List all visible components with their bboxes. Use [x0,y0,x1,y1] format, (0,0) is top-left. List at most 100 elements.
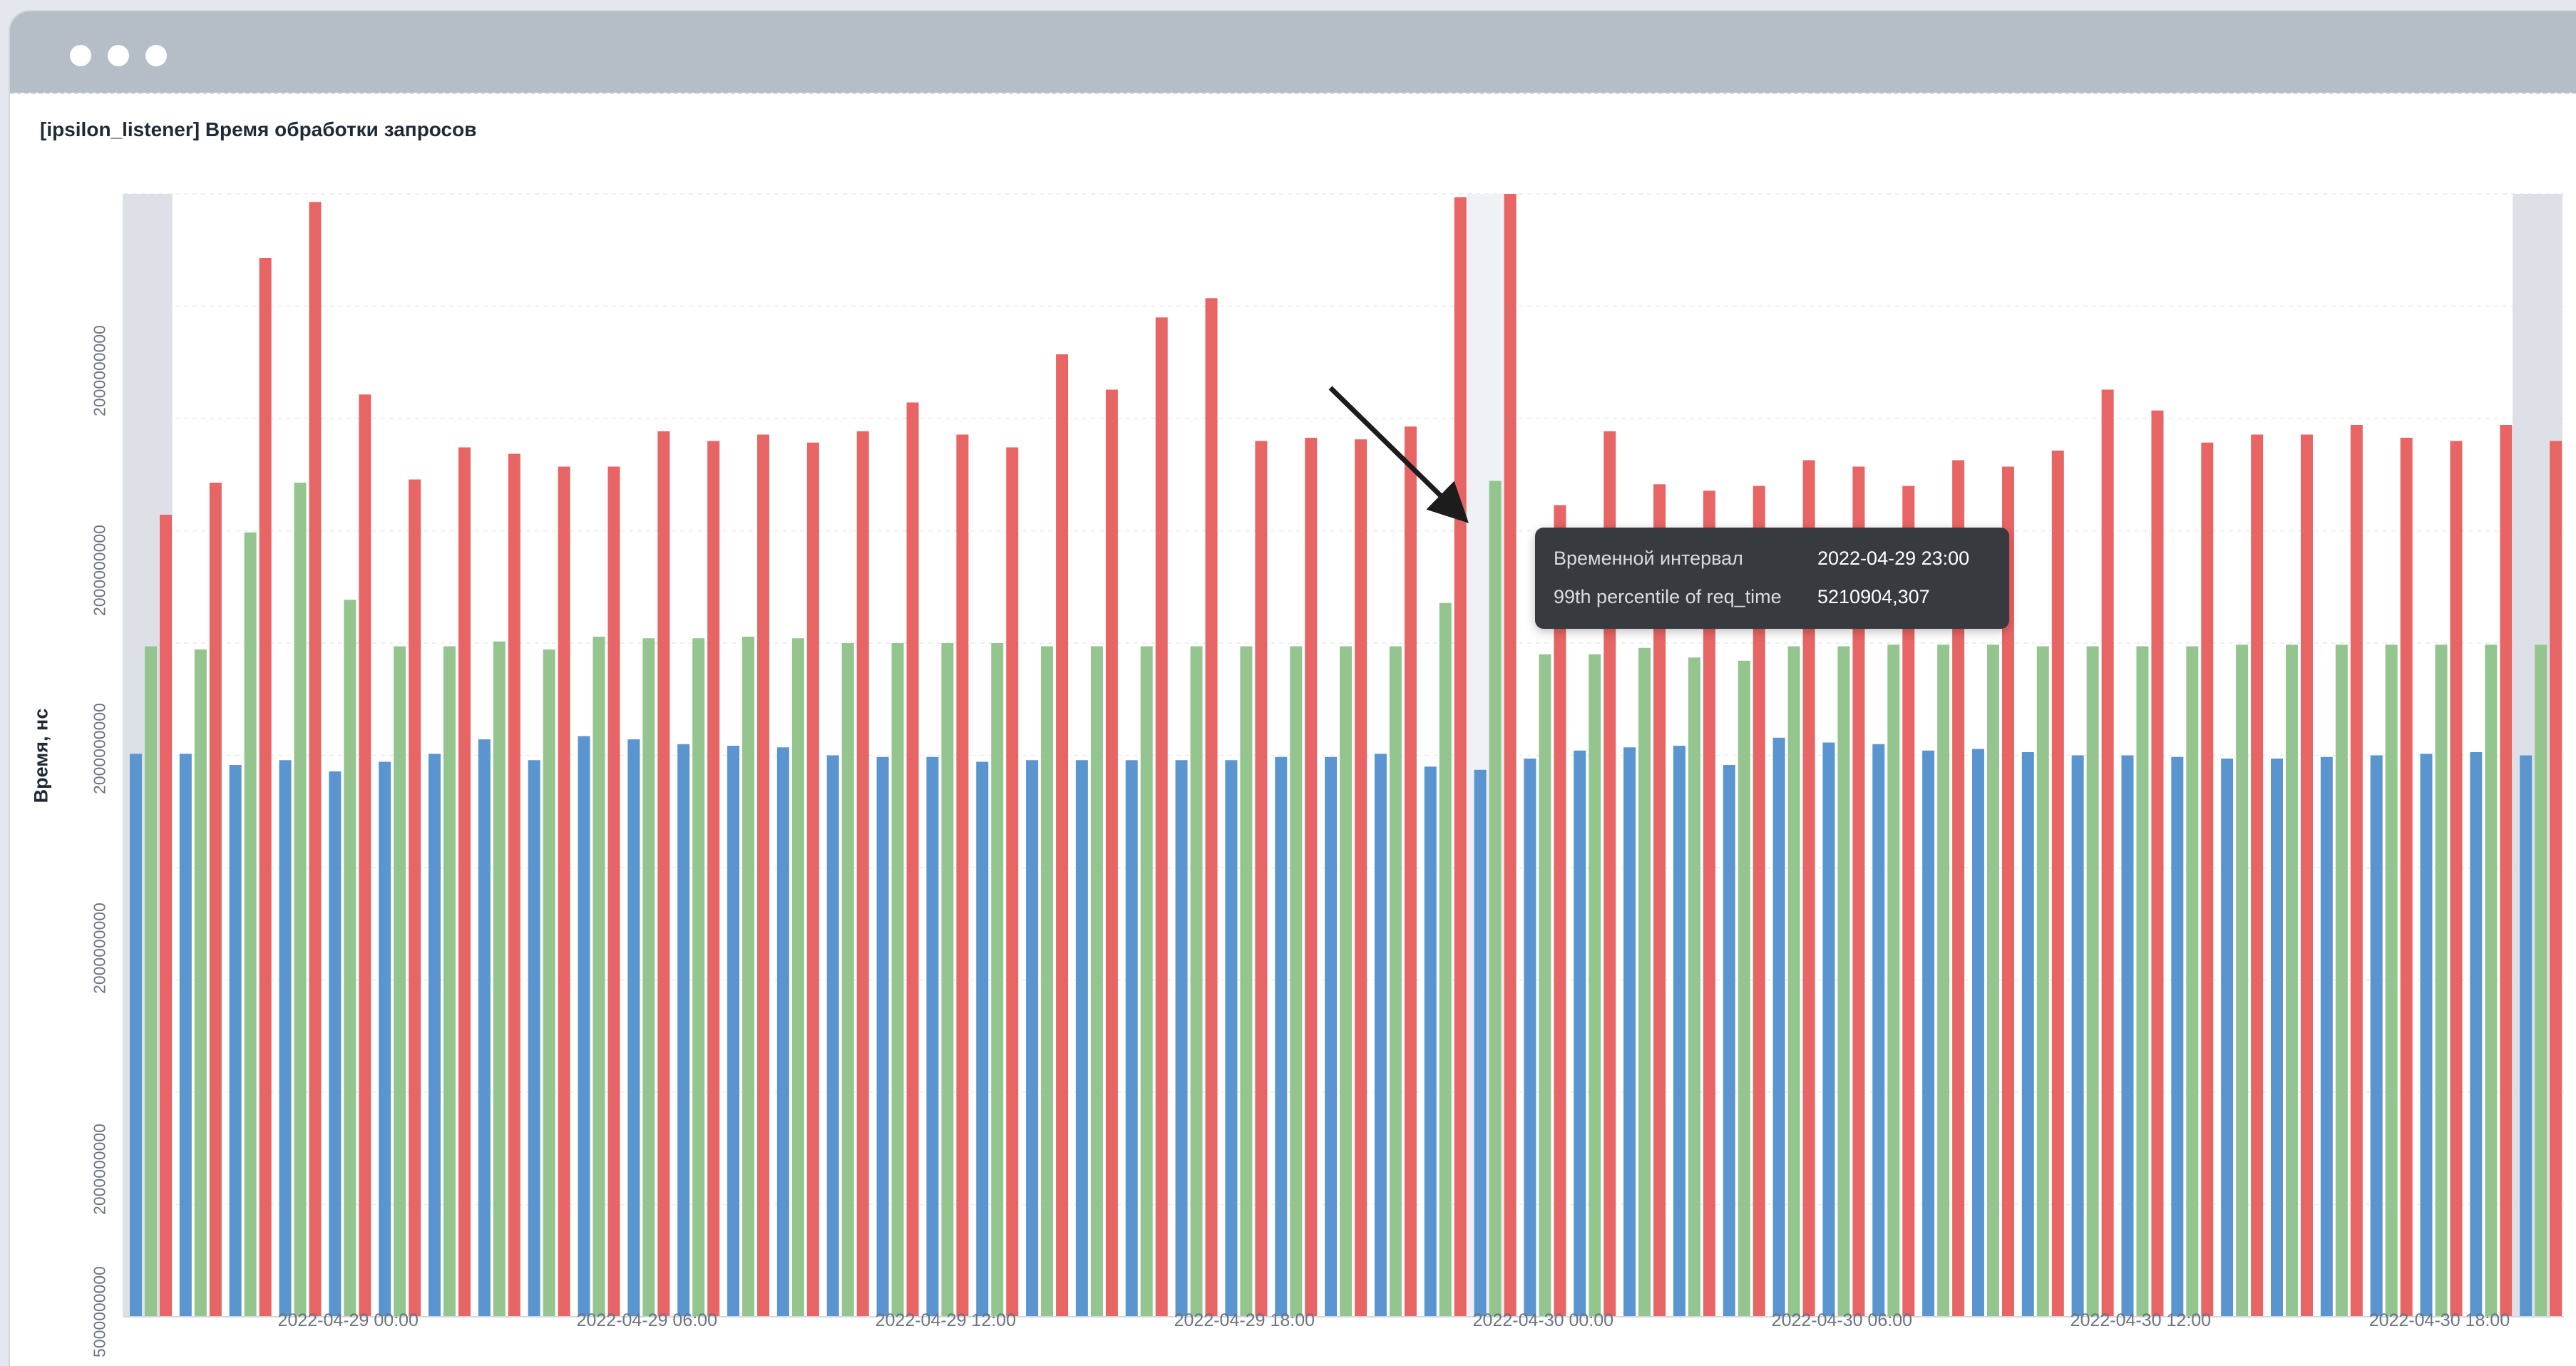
bar-series-1-17[interactable] [976,761,989,1318]
bar-series-3-45[interactable] [2400,438,2413,1317]
bar-series-3-6[interactable] [458,447,471,1318]
bar-series-1-33[interactable] [1772,737,1785,1317]
window-minimize-button[interactable] [108,45,129,66]
bar-series-2-26[interactable] [1439,602,1452,1317]
bar-series-1-39[interactable] [2071,755,2084,1318]
bar-series-2-3[interactable] [294,483,307,1317]
bar-series-1-22[interactable] [1225,760,1238,1317]
bar-series-2-19[interactable] [1090,646,1103,1318]
bar-series-1-34[interactable] [1822,742,1835,1318]
bar-series-3-42[interactable] [2251,434,2264,1318]
bar-series-3-20[interactable] [1155,317,1168,1317]
bar-series-1-18[interactable] [1026,760,1039,1317]
bar-series-2-32[interactable] [1738,660,1750,1317]
bar-series-2-2[interactable] [244,532,257,1317]
bar-series-3-16[interactable] [956,434,969,1318]
bar-series-1-7[interactable] [478,739,491,1317]
bar-series-1-35[interactable] [1872,744,1885,1317]
bar-series-1-29[interactable] [1574,750,1586,1317]
bar-series-2-20[interactable] [1140,646,1153,1318]
bar-series-2-33[interactable] [1787,646,1800,1318]
bar-series-3-9[interactable] [607,466,620,1318]
bar-series-2-18[interactable] [1041,646,1054,1318]
bar-series-3-48[interactable] [2550,441,2562,1318]
bar-series-2-37[interactable] [1986,645,1999,1317]
bar-series-1-30[interactable] [1623,747,1636,1317]
bar-series-3-21[interactable] [1205,298,1218,1317]
bar-series-3-19[interactable] [1105,389,1118,1318]
bar-series-1-47[interactable] [2470,752,2483,1317]
bar-series-1-16[interactable] [926,756,939,1317]
window-maximize-button[interactable] [145,45,167,66]
bar-series-2-30[interactable] [1638,647,1651,1317]
bar-series-3-36[interactable] [1952,460,1965,1318]
bar-series-2-42[interactable] [2236,645,2249,1317]
bar-series-1-11[interactable] [677,744,690,1317]
bar-series-1-36[interactable] [1922,750,1935,1317]
bar-series-2-36[interactable] [1937,645,1950,1317]
window-close-button[interactable] [70,45,91,66]
bar-series-2-8[interactable] [543,649,555,1317]
bar-series-2-1[interactable] [194,649,207,1317]
bar-series-2-29[interactable] [1589,654,1601,1317]
bar-series-2-21[interactable] [1190,646,1203,1318]
bar-series-1-21[interactable] [1175,760,1188,1317]
bar-series-2-13[interactable] [791,638,804,1317]
bar-series-1-23[interactable] [1275,756,1288,1317]
bar-series-2-44[interactable] [2335,645,2348,1317]
bar-series-2-25[interactable] [1389,646,1402,1318]
bar-series-2-10[interactable] [642,638,655,1317]
bar-series-2-22[interactable] [1240,646,1253,1318]
bar-series-1-45[interactable] [2370,755,2383,1318]
bar-series-1-31[interactable] [1673,746,1685,1317]
bar-series-2-35[interactable] [1887,645,1900,1317]
bar-series-1-43[interactable] [2270,759,2283,1317]
bar-series-3-28[interactable] [1554,505,1566,1318]
bar-series-3-7[interactable] [508,453,520,1318]
bar-series-3-25[interactable] [1404,426,1417,1317]
bar-series-3-1[interactable] [209,483,222,1317]
bar-series-3-14[interactable] [856,431,869,1317]
bar-series-2-34[interactable] [1837,646,1850,1318]
bar-series-3-22[interactable] [1255,441,1268,1318]
bar-series-1-9[interactable] [578,736,590,1318]
bar-series-3-23[interactable] [1305,438,1318,1317]
bar-series-1-25[interactable] [1374,754,1387,1317]
bar-series-3-43[interactable] [2300,434,2313,1318]
bar-series-3-47[interactable] [2500,425,2513,1317]
bar-series-2-48[interactable] [2535,645,2547,1317]
bar-series-2-6[interactable] [443,646,456,1318]
bar-series-3-30[interactable] [1653,484,1666,1317]
bar-series-2-0[interactable] [145,646,157,1318]
bar-series-3-3[interactable] [309,202,322,1317]
bar-series-2-7[interactable] [493,641,506,1317]
bar-series-3-41[interactable] [2201,442,2214,1317]
bar-series-1-10[interactable] [627,739,640,1317]
bar-series-1-44[interactable] [2320,756,2333,1317]
bar-series-2-12[interactable] [742,637,755,1317]
bar-series-2-27[interactable] [1489,481,1502,1317]
bar-series-3-44[interactable] [2350,425,2363,1317]
bar-series-2-40[interactable] [2136,646,2149,1318]
bar-series-3-0[interactable] [160,515,172,1317]
bar-series-1-3[interactable] [279,760,292,1317]
bar-series-3-12[interactable] [757,434,770,1318]
bar-series-3-5[interactable] [409,479,421,1318]
bar-series-2-11[interactable] [692,638,705,1317]
bar-series-3-2[interactable] [259,258,272,1317]
bar-series-3-15[interactable] [906,402,919,1318]
bar-series-1-42[interactable] [2221,759,2234,1317]
bar-series-2-9[interactable] [592,637,605,1317]
bar-series-2-46[interactable] [2435,645,2448,1317]
bar-series-2-41[interactable] [2186,646,2199,1318]
bar-series-1-20[interactable] [1125,760,1138,1317]
bar-series-2-47[interactable] [2485,645,2498,1317]
bar-series-2-45[interactable] [2385,645,2398,1317]
bar-series-3-17[interactable] [1006,447,1019,1318]
bar-series-1-28[interactable] [1524,759,1536,1317]
bar-series-1-48[interactable] [2520,755,2533,1318]
bar-series-3-31[interactable] [1703,491,1715,1317]
bar-series-3-37[interactable] [2001,466,2014,1318]
bar-series-3-24[interactable] [1355,439,1367,1317]
bar-series-3-33[interactable] [1802,460,1815,1318]
